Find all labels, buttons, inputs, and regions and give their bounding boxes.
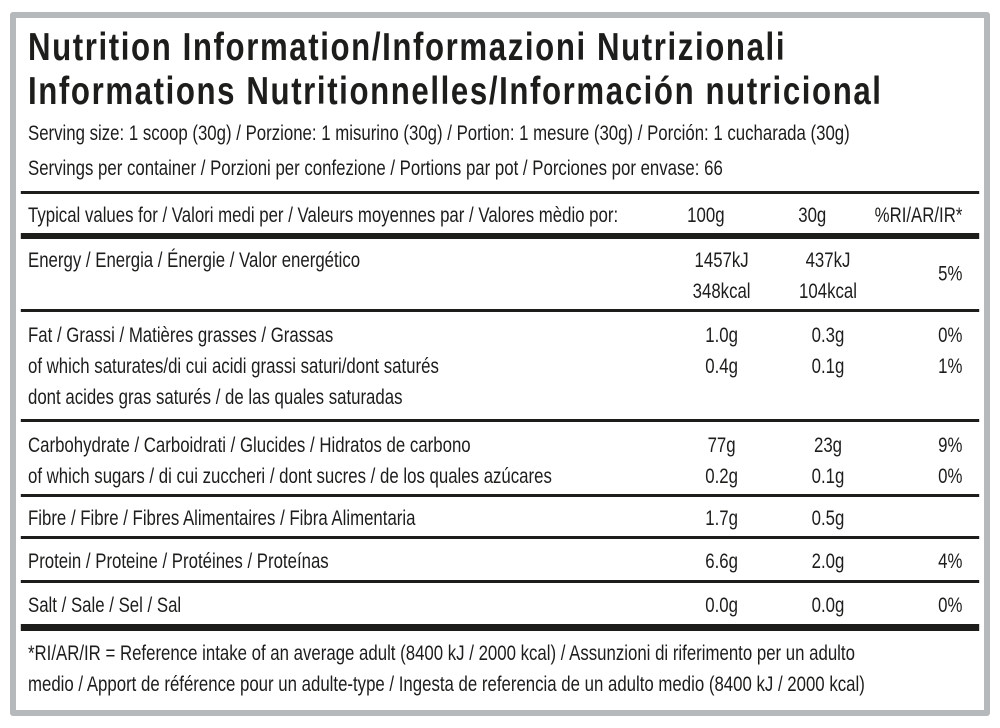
energy-kj-100g: 1457kJ (694, 249, 749, 272)
energy-ri-percent: 5% (938, 262, 963, 286)
row-protein: Protein / Proteine / Protéines / Proteín… (28, 539, 962, 580)
row-energy: Energy / Energia / Énergie / Valor energ… (28, 239, 962, 309)
salt-ri-percent: 0% (938, 594, 963, 617)
divider (20, 580, 980, 583)
divider (20, 309, 980, 312)
salt-100g: 0.0g (705, 594, 738, 617)
carbohydrate-ri-percent: 9% (938, 434, 963, 457)
fat-saturates-ri-percent: 1% (938, 355, 963, 378)
energy-kj-30g: 437kJ (805, 249, 851, 272)
header-typical-values-label: Typical values for / Valori medi per / V… (28, 204, 619, 227)
title-line-2: Informations Nutritionnelles/Información… (28, 70, 883, 113)
sugars-label: of which sugars / di cui zuccheri / dont… (28, 465, 552, 488)
servings-per-container-text: Servings per container / Porzioni per co… (28, 157, 723, 180)
salt-30g: 0.0g (811, 594, 845, 617)
divider-above-header (20, 191, 980, 194)
fibre-30g: 0.5g (811, 507, 845, 530)
row-carbohydrate: Carbohydrate / Carboidrati / Glucides / … (28, 422, 962, 494)
fat-saturates-100g: 0.4g (705, 355, 738, 378)
page-title: Nutrition Information/Informazioni Nutri… (28, 26, 962, 114)
label-content: Nutrition Information/Informazioni Nutri… (16, 26, 984, 700)
table-header-row: Typical values for / Valori medi per / V… (28, 194, 962, 233)
energy-line-2: 348kcal 104kcal (28, 276, 962, 307)
protein-line: Protein / Proteine / Protéines / Proteín… (28, 546, 962, 577)
carbohydrate-label: Carbohydrate / Carboidrati / Glucides / … (28, 434, 471, 457)
sugars-ri-percent: 0% (938, 465, 963, 488)
fat-saturates-label-cont: dont acides gras saturés / de las quales… (28, 386, 403, 409)
carbohydrate-30g: 23g (813, 434, 843, 457)
protein-label: Protein / Proteine / Protéines / Proteín… (28, 550, 329, 573)
reference-intake-footnote: *RI/AR/IR = Reference intake of an avera… (28, 638, 962, 700)
energy-kcal-30g: 104kcal (799, 280, 857, 303)
energy-label: Energy / Energia / Énergie / Valor energ… (28, 249, 361, 272)
protein-100g: 6.6g (705, 550, 738, 573)
fat-line-1: Fat / Grassi / Matières grasses / Grassa… (28, 320, 962, 351)
header-col-100g: 100g (687, 204, 725, 227)
fat-saturates-line-cont: dont acides gras saturés / de las quales… (28, 382, 962, 413)
carbohydrate-100g: 77g (707, 434, 736, 457)
divider-below-header (20, 233, 980, 239)
header-col-ri: %RI/AR/IR* (874, 204, 963, 227)
sugars-line: of which sugars / di cui zuccheri / dont… (28, 461, 962, 492)
salt-label: Salt / Sale / Sel / Sal (28, 594, 182, 617)
protein-ri-percent: 4% (938, 550, 963, 573)
footnote-line-1: *RI/AR/IR = Reference intake of an avera… (28, 642, 855, 665)
carbohydrate-line-1: Carbohydrate / Carboidrati / Glucides / … (28, 430, 962, 461)
fat-100g: 1.0g (705, 324, 738, 347)
row-fibre: Fibre / Fibre / Fibres Alimentaires / Fi… (28, 497, 962, 536)
protein-30g: 2.0g (811, 550, 845, 573)
serving-size-text: Serving size: 1 scoop (30g) / Porzione: … (28, 122, 850, 145)
divider (20, 536, 980, 539)
row-fat: Fat / Grassi / Matières grasses / Grassa… (28, 312, 962, 419)
fat-saturates-30g: 0.1g (811, 355, 845, 378)
divider-above-footnote (20, 624, 980, 631)
divider (20, 494, 980, 497)
row-salt: Salt / Sale / Sel / Sal 0.0g 0.0g 0% (28, 583, 962, 624)
fibre-100g: 1.7g (705, 507, 738, 530)
fat-30g: 0.3g (811, 324, 845, 347)
fat-saturates-line: of which saturates/di cui acidi grassi s… (28, 351, 962, 382)
header-col-30g: 30g (798, 204, 827, 227)
salt-line: Salt / Sale / Sel / Sal 0.0g 0.0g 0% (28, 590, 962, 621)
fat-saturates-label: of which saturates/di cui acidi grassi s… (28, 355, 439, 378)
fibre-line: Fibre / Fibre / Fibres Alimentaires / Fi… (28, 503, 962, 534)
label-frame: Nutrition Information/Informazioni Nutri… (10, 12, 990, 716)
fibre-label: Fibre / Fibre / Fibres Alimentaires / Fi… (28, 507, 416, 530)
footnote-line-2: medio / Apport de référence pour un adul… (28, 673, 865, 696)
sugars-30g: 0.1g (811, 465, 845, 488)
fat-ri-percent: 0% (938, 324, 963, 347)
divider (20, 419, 980, 422)
energy-kcal-100g: 348kcal (692, 280, 751, 303)
fat-label: Fat / Grassi / Matières grasses / Grassa… (28, 324, 334, 347)
title-line-1: Nutrition Information/Informazioni Nutri… (28, 26, 787, 69)
energy-line-1: Energy / Energia / Énergie / Valor energ… (28, 245, 962, 276)
sugars-100g: 0.2g (705, 465, 738, 488)
